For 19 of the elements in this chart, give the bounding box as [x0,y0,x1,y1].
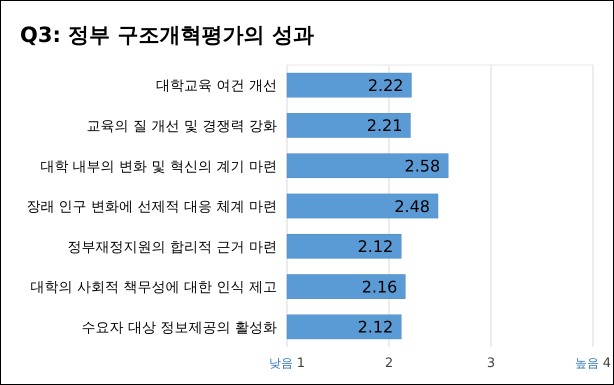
x-tick-label: 2 [384,356,394,371]
data-label: 2.12 [358,318,394,337]
x-tick-label: 낮음 1 [268,356,306,371]
x-tick-label: 3 [486,356,496,371]
data-label: 2.21 [366,116,402,136]
y-tick-label: 대학교육 여건 개선 [156,78,277,94]
y-tick-label: 대학의 사회적 책무성에 대한 인식 제고 [30,280,277,296]
y-tick-label: 장래 인구 변화에 선제적 대응 체계 마련 [26,199,277,216]
data-label: 2.12 [358,237,394,256]
data-label: 2.48 [394,196,430,216]
data-label: 2.22 [368,76,404,95]
y-tick-label: 교육의 질 개선 및 경쟁력 강화 [86,118,277,134]
data-label: 2.16 [362,277,398,296]
y-tick-label: 수요자 대상 정보제공의 활성화 [82,320,277,336]
chart-title: Q3: 정부 구조개혁평가의 성과 [20,23,314,47]
x-tick-label: 높음 4 [574,356,612,371]
y-tick-label: 정부재정지원의 합리적 근거 마련 [68,239,277,256]
data-label: 2.58 [404,156,440,176]
y-tick-label: 대학 내부의 변화 및 혁신의 계기 마련 [40,158,277,175]
